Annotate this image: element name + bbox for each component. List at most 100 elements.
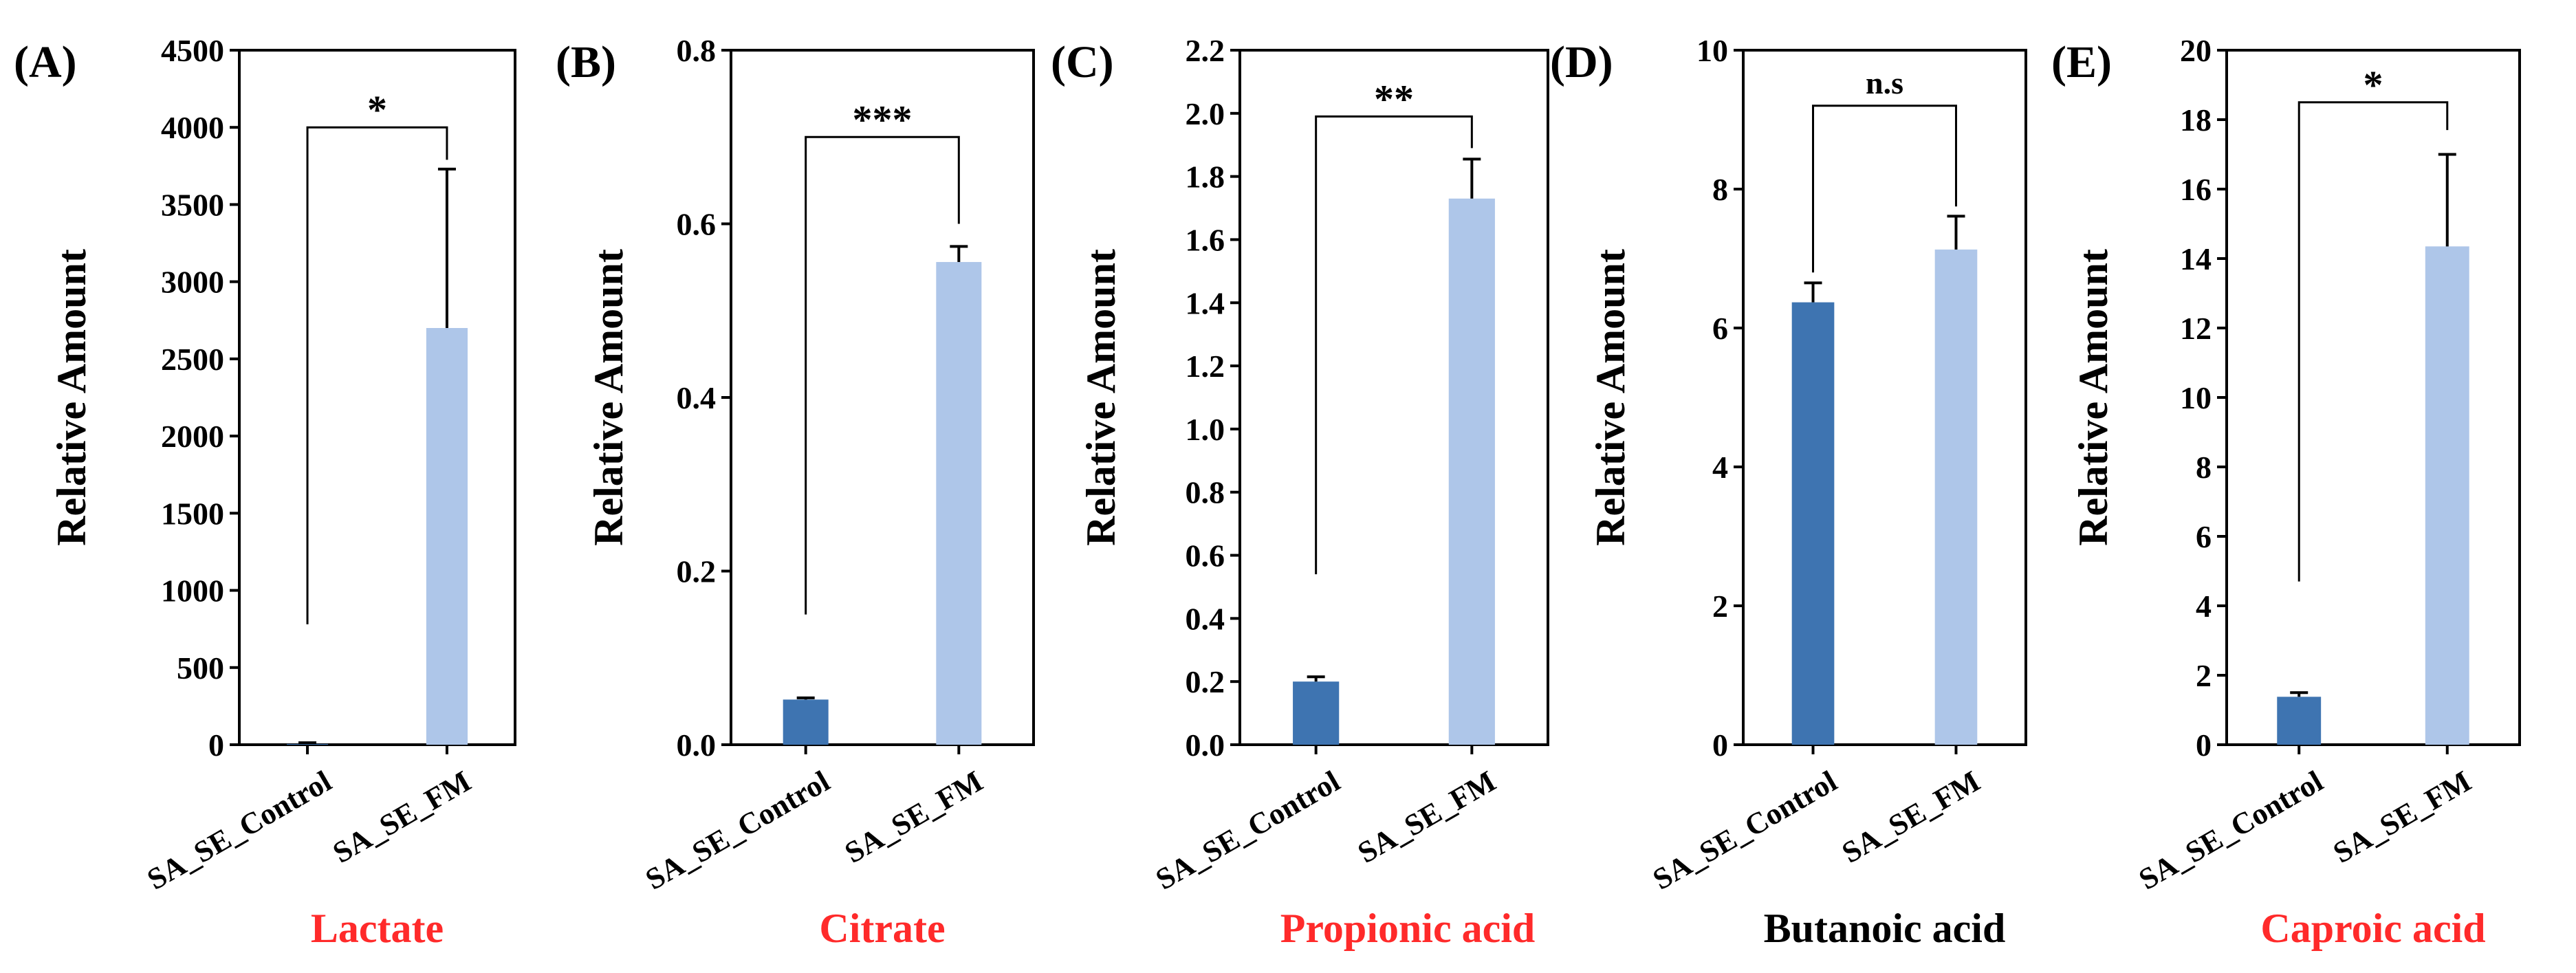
bar-sa-se-fm <box>1448 198 1495 745</box>
y-tick-label: 10 <box>2180 380 2212 415</box>
plot-frame <box>2225 49 2521 746</box>
x-tick-label: SA_SE_Control <box>1150 764 1345 896</box>
significance-bracket <box>2297 101 2449 582</box>
significance-label: ** <box>1374 76 1414 121</box>
bar-sa-se-control <box>286 743 329 745</box>
panel-b: 0.0 0.2 0.4 0.6 0.8 SA_SE_Control SA_SE_FM *** (… <box>556 33 1035 951</box>
y-tick-label: 2.2 <box>1186 33 1225 68</box>
bar-sa-se-fm <box>426 328 468 745</box>
y-tick-label: 1.2 <box>1186 349 1225 384</box>
significance-label: * <box>367 87 387 132</box>
y-tick-label: 500 <box>177 651 224 686</box>
bar-sa-se-control <box>783 699 829 745</box>
y-tick-label: 3500 <box>161 187 224 222</box>
y-tick-label: 8 <box>1712 172 1728 207</box>
plot-frame <box>1238 49 1549 746</box>
compound-label: Caproic acid <box>2260 906 2485 951</box>
y-tick-label: 2 <box>2196 658 2212 693</box>
y-tick-label: 1.6 <box>1186 222 1225 257</box>
y-tick-label: 1.0 <box>1186 412 1225 447</box>
y-axis-label: Relative Amount <box>1588 249 1633 546</box>
panel-label: (E) <box>2051 37 2112 87</box>
y-tick-label: 18 <box>2180 102 2212 138</box>
y-tick-label: 12 <box>2180 311 2212 346</box>
panel-a: 0 500 1000 1500 2000 2500 3000 3500 4000 4500 SA_S… <box>14 33 516 951</box>
y-tick-label: 6 <box>1712 311 1728 346</box>
y-tick-label: 4000 <box>161 110 224 145</box>
y-tick-label: 0.4 <box>677 380 717 415</box>
y-tick-label: 8 <box>2196 450 2212 485</box>
y-tick-label: 3000 <box>161 265 224 300</box>
x-tick-label: SA_SE_FM <box>2328 764 2477 870</box>
compound-label: Butanoic acid <box>1764 906 2006 951</box>
y-axis-label: Relative Amount <box>49 249 94 546</box>
significance-bracket <box>805 135 960 615</box>
y-tick-label: 4 <box>1712 450 1728 485</box>
y-tick-label: 0.4 <box>1186 601 1225 636</box>
y-axis-label: Relative Amount <box>1078 249 1124 546</box>
bar-sa-se-fm <box>1934 249 1978 745</box>
x-tick-label: SA_SE_Control <box>142 764 337 896</box>
panel-c: 0.0 0.2 0.4 0.6 0.8 1.0 1.2 1.4 1.6 1.8 2.0 2.2 SA_S… <box>1051 33 1549 951</box>
x-tick-label: SA_SE_Control <box>640 764 835 896</box>
bar-sa-se-control <box>1293 681 1340 745</box>
y-tick-label: 6 <box>2196 519 2212 554</box>
y-tick-label: 2 <box>1712 589 1728 624</box>
y-tick-label: 0.8 <box>1186 475 1225 510</box>
panel-label: (A) <box>14 37 77 87</box>
bar-sa-se-control <box>1791 302 1835 745</box>
y-tick-label: 1.4 <box>1186 285 1225 320</box>
panel-label: (D) <box>1550 37 1613 87</box>
bar-sa-se-control <box>2277 697 2322 745</box>
y-tick-label: 4 <box>2196 589 2212 624</box>
y-tick-label: 10 <box>1696 33 1728 68</box>
x-tick-label: SA_SE_Control <box>2133 764 2328 896</box>
plot-frame <box>730 49 1035 746</box>
significance-label: * <box>2364 63 2383 107</box>
y-axis-label: Relative Amount <box>2071 249 2116 546</box>
x-tick-label: SA_SE_FM <box>327 764 477 870</box>
y-tick-label: 16 <box>2180 172 2212 207</box>
significance-label: *** <box>853 97 913 142</box>
y-tick-label: 0 <box>2196 728 2212 763</box>
y-tick-label: 1000 <box>161 573 224 609</box>
y-tick-label: 2.0 <box>1186 96 1225 131</box>
y-tick-label: 0 <box>208 728 224 763</box>
y-tick-label: 0.0 <box>677 728 717 763</box>
y-tick-label: 1500 <box>161 496 224 531</box>
y-tick-label: 4500 <box>161 33 224 68</box>
bar-sa-se-fm <box>2425 246 2469 745</box>
y-tick-label: 0 <box>1712 728 1728 763</box>
significance-bracket <box>1812 105 1957 273</box>
y-tick-label: 0.2 <box>1186 664 1225 699</box>
compound-label: Citrate <box>819 906 945 951</box>
significance-bracket <box>306 126 448 624</box>
y-tick-label: 2000 <box>161 419 224 454</box>
y-tick-label: 14 <box>2180 241 2212 276</box>
x-tick-label: SA_SE_FM <box>1352 764 1501 870</box>
x-tick-label: SA_SE_Control <box>1647 764 1842 896</box>
significance-label: n.s <box>1866 65 1903 100</box>
compound-label: Lactate <box>311 906 444 951</box>
x-tick-label: SA_SE_FM <box>1836 764 1985 870</box>
panel-label: (B) <box>556 37 616 87</box>
y-tick-label: 0.6 <box>677 207 717 242</box>
y-tick-label: 2500 <box>161 342 224 377</box>
y-tick-label: 0.2 <box>677 554 717 589</box>
y-tick-label: 0.0 <box>1186 728 1225 763</box>
x-tick-label: SA_SE_FM <box>839 764 988 870</box>
bar-sa-se-fm <box>936 262 982 745</box>
compound-label: Propionic acid <box>1280 906 1536 951</box>
y-tick-label: 0.8 <box>677 33 717 68</box>
y-tick-label: 20 <box>2180 33 2212 68</box>
significance-bracket <box>1315 115 1473 575</box>
plot-frame <box>1742 49 2027 746</box>
y-tick-label: 1.8 <box>1186 160 1225 195</box>
y-tick-label: 0.6 <box>1186 538 1225 573</box>
y-axis-label: Relative Amount <box>586 249 631 546</box>
panel-label: (C) <box>1051 37 1114 87</box>
plot-frame <box>238 49 516 746</box>
